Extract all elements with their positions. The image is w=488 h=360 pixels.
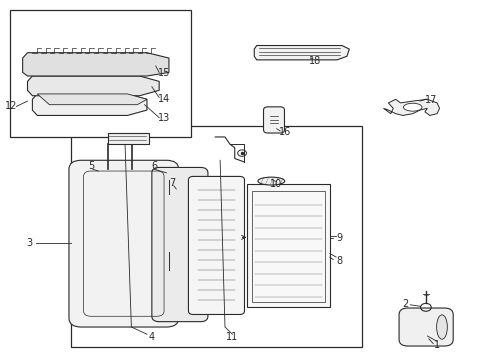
Text: 18: 18: [308, 56, 321, 66]
Bar: [246, 184, 329, 307]
Polygon shape: [22, 53, 168, 76]
Text: 15: 15: [158, 68, 170, 78]
Polygon shape: [37, 94, 147, 105]
Text: 8: 8: [336, 256, 342, 266]
Text: 4: 4: [148, 332, 155, 342]
Text: 16: 16: [278, 127, 290, 137]
Text: 6: 6: [151, 161, 157, 171]
FancyBboxPatch shape: [398, 308, 452, 346]
Text: 13: 13: [158, 113, 170, 123]
FancyBboxPatch shape: [263, 107, 284, 133]
Text: 1: 1: [433, 340, 439, 350]
Text: 17: 17: [424, 95, 436, 105]
Ellipse shape: [403, 103, 421, 111]
Text: 12: 12: [5, 102, 18, 112]
Text: 14: 14: [158, 94, 170, 104]
Text: 5: 5: [88, 161, 94, 171]
Polygon shape: [32, 94, 147, 116]
Bar: [71, 126, 361, 347]
FancyBboxPatch shape: [188, 176, 244, 315]
Text: 9: 9: [336, 233, 342, 243]
Text: 3: 3: [26, 238, 32, 248]
Polygon shape: [254, 45, 348, 60]
Polygon shape: [383, 99, 439, 116]
Text: 10: 10: [269, 179, 282, 189]
Polygon shape: [27, 76, 159, 96]
Text: 2: 2: [402, 300, 407, 310]
Ellipse shape: [436, 315, 447, 339]
Text: 11: 11: [226, 332, 238, 342]
Bar: [10, 10, 190, 137]
Text: 7: 7: [169, 178, 175, 188]
Bar: [108, 133, 149, 144]
FancyBboxPatch shape: [69, 160, 178, 327]
FancyBboxPatch shape: [152, 167, 207, 321]
Bar: [251, 191, 325, 302]
Ellipse shape: [257, 177, 284, 185]
